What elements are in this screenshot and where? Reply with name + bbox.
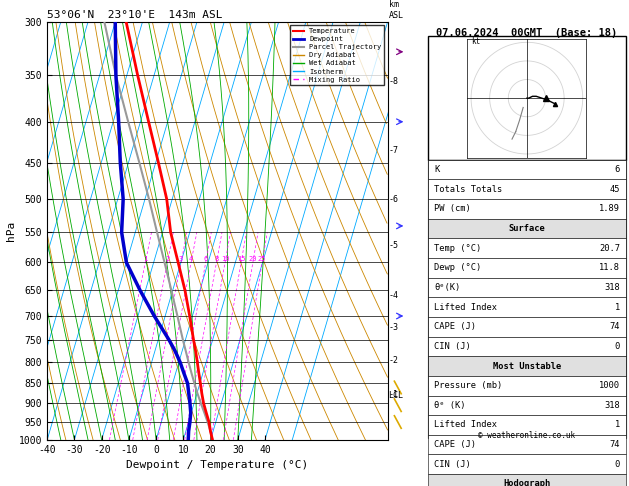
Text: 1: 1: [143, 257, 147, 262]
Text: Totals Totals: Totals Totals: [434, 185, 502, 194]
Text: 2: 2: [165, 257, 169, 262]
Text: 07.06.2024  00GMT  (Base: 18): 07.06.2024 00GMT (Base: 18): [437, 28, 618, 38]
Bar: [428, 356, 626, 376]
Text: 74: 74: [610, 322, 620, 331]
Bar: [428, 258, 626, 278]
Text: Temp (°C): Temp (°C): [434, 243, 481, 253]
X-axis label: Dewpoint / Temperature (°C): Dewpoint / Temperature (°C): [126, 460, 308, 470]
Bar: [428, 337, 626, 356]
Text: 53°06'N  23°10'E  143m ASL: 53°06'N 23°10'E 143m ASL: [47, 10, 223, 20]
Text: © weatheronline.co.uk: © weatheronline.co.uk: [478, 431, 576, 440]
Text: 10: 10: [221, 257, 230, 262]
Text: -7: -7: [389, 146, 399, 155]
Bar: [428, 179, 626, 199]
Text: 45: 45: [610, 185, 620, 194]
Text: 1.89: 1.89: [599, 205, 620, 213]
Text: Pressure (mb): Pressure (mb): [434, 381, 502, 390]
Text: -5: -5: [389, 242, 399, 250]
Text: 318: 318: [604, 401, 620, 410]
Legend: Temperature, Dewpoint, Parcel Trajectory, Dry Adiabat, Wet Adiabat, Isotherm, Mi: Temperature, Dewpoint, Parcel Trajectory…: [291, 25, 384, 86]
Bar: [428, 238, 626, 258]
Text: 20: 20: [248, 257, 257, 262]
Text: 20.7: 20.7: [599, 243, 620, 253]
Text: θᵉ(K): θᵉ(K): [434, 283, 460, 292]
Bar: [428, 278, 626, 297]
Text: Hodograph: Hodograph: [503, 479, 550, 486]
Text: K: K: [434, 165, 439, 174]
Text: 1: 1: [615, 420, 620, 430]
Text: -2: -2: [389, 356, 399, 364]
Text: θᵉ (K): θᵉ (K): [434, 401, 465, 410]
Y-axis label: hPa: hPa: [6, 221, 16, 241]
Text: 6: 6: [615, 165, 620, 174]
Bar: [428, 36, 626, 160]
Text: 11.8: 11.8: [599, 263, 620, 272]
Text: CAPE (J): CAPE (J): [434, 440, 476, 449]
Text: 318: 318: [604, 283, 620, 292]
Text: 25: 25: [258, 257, 267, 262]
Bar: [428, 219, 626, 238]
Bar: [428, 435, 626, 454]
Text: 6: 6: [204, 257, 208, 262]
Text: LCL: LCL: [389, 391, 404, 400]
Text: 0: 0: [615, 460, 620, 469]
Bar: [428, 396, 626, 415]
Text: CIN (J): CIN (J): [434, 460, 470, 469]
Text: Lifted Index: Lifted Index: [434, 420, 497, 430]
Text: -8: -8: [389, 77, 399, 86]
Text: 8: 8: [214, 257, 219, 262]
Text: CAPE (J): CAPE (J): [434, 322, 476, 331]
Bar: [428, 160, 626, 438]
Text: -4: -4: [389, 291, 399, 300]
Bar: [428, 317, 626, 337]
Text: 1: 1: [615, 303, 620, 312]
Text: Most Unstable: Most Unstable: [493, 362, 561, 370]
Text: PW (cm): PW (cm): [434, 205, 470, 213]
Text: -1: -1: [389, 390, 399, 399]
Text: 15: 15: [237, 257, 245, 262]
Bar: [428, 199, 626, 219]
Bar: [428, 297, 626, 317]
Bar: [428, 376, 626, 396]
Bar: [428, 454, 626, 474]
Text: -6: -6: [389, 195, 399, 204]
Text: 74: 74: [610, 440, 620, 449]
Bar: [428, 474, 626, 486]
Bar: [428, 415, 626, 435]
Text: 1000: 1000: [599, 381, 620, 390]
Text: 4: 4: [189, 257, 193, 262]
Text: 0: 0: [615, 342, 620, 351]
Text: Dewp (°C): Dewp (°C): [434, 263, 481, 272]
Text: km
ASL: km ASL: [389, 0, 404, 20]
Bar: [428, 160, 626, 179]
Text: CIN (J): CIN (J): [434, 342, 470, 351]
Text: -3: -3: [389, 323, 399, 332]
Text: Surface: Surface: [508, 224, 545, 233]
Text: 3: 3: [179, 257, 183, 262]
Text: Lifted Index: Lifted Index: [434, 303, 497, 312]
